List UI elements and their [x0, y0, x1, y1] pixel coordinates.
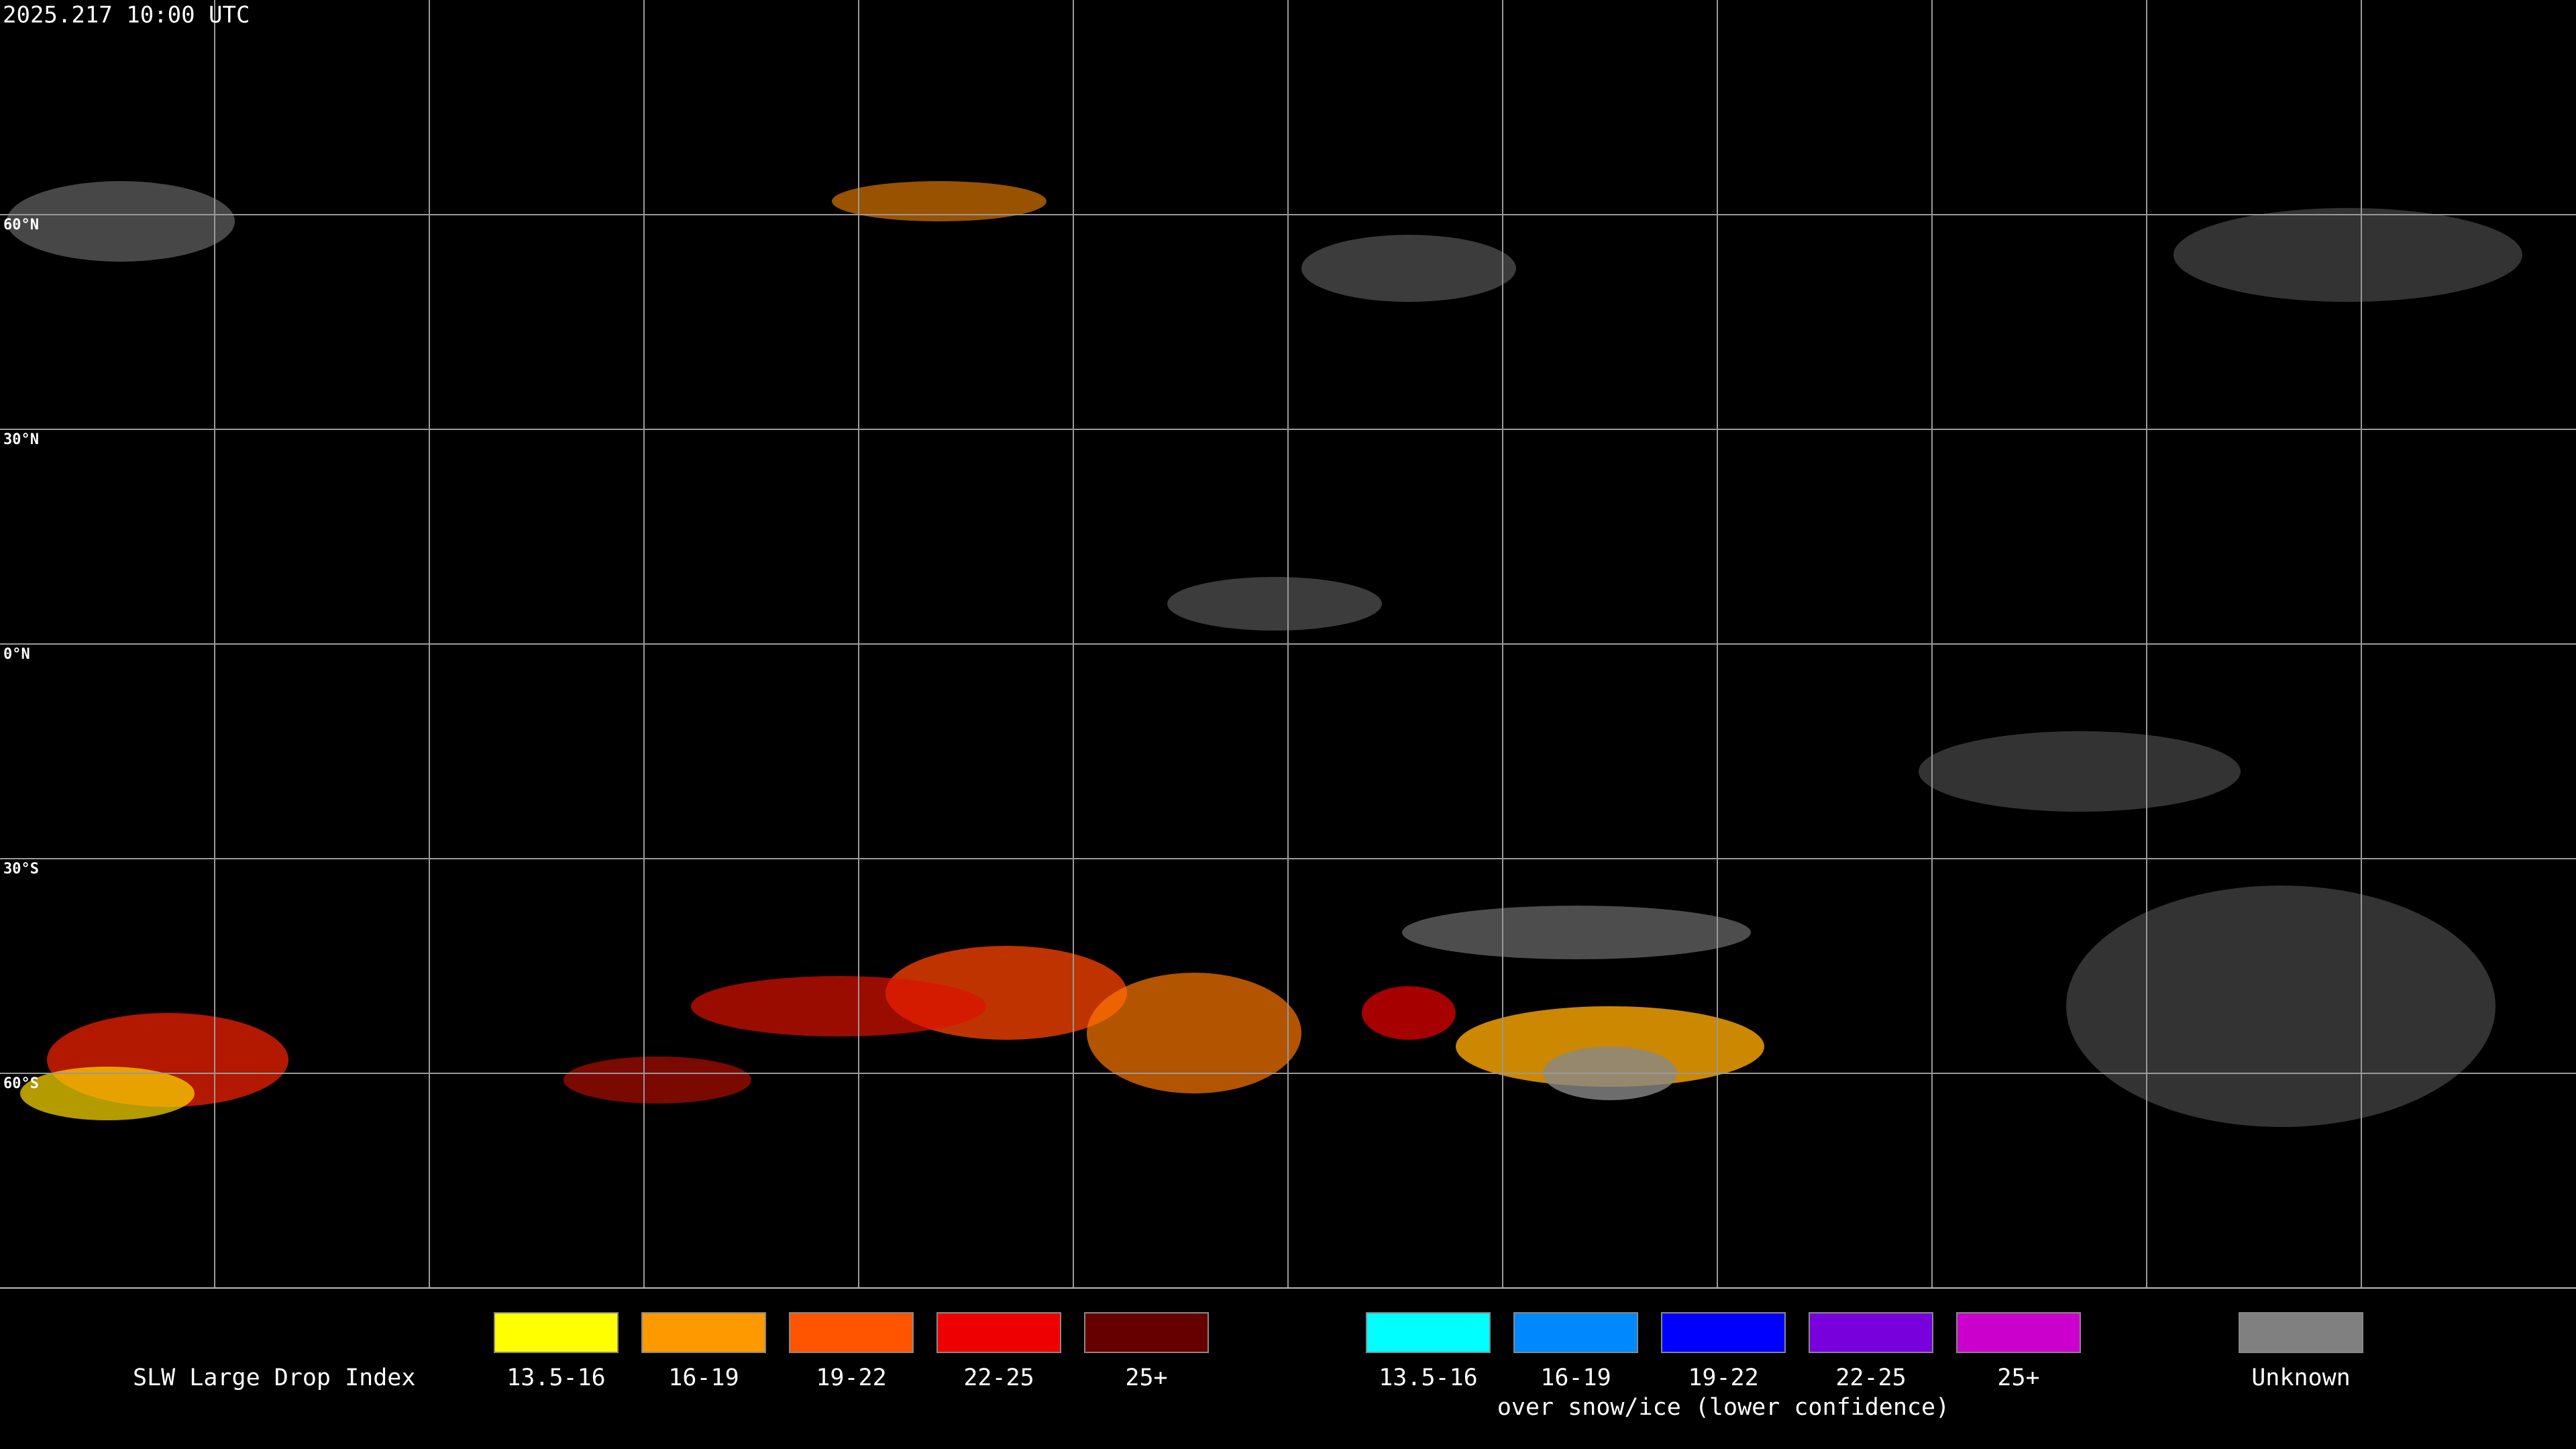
cloud [691, 976, 986, 1036]
legend-label: 25+ [1997, 1364, 2039, 1391]
legend-label: 22-25 [1835, 1364, 1906, 1391]
legend: SLW Large Drop Index 13.5-16 16-19 19-22 22… [133, 1312, 2363, 1421]
legend-swatch [1661, 1312, 1786, 1353]
cloud-field [7, 181, 2522, 1275]
timestamp: 2025.217 10:00 UTC [3, 2, 250, 29]
legend-swatch [2239, 1312, 2363, 1353]
latitude-label: 60°S [3, 1075, 39, 1092]
legend-swatch [1809, 1312, 1933, 1353]
legend-label: 22-25 [963, 1364, 1034, 1391]
legend-label: 16-19 [668, 1364, 739, 1391]
legend-label: 19-22 [816, 1364, 886, 1391]
legend-label: 13.5-16 [506, 1364, 606, 1391]
latitude-label: 30°S [3, 861, 39, 877]
cloud [1301, 235, 1516, 302]
cloud [1402, 906, 1751, 959]
latitude-label: 30°N [3, 431, 39, 448]
legend-label: 13.5-16 [1379, 1364, 1478, 1391]
latitude-label: 0°N [3, 646, 30, 663]
cloud [20, 1067, 195, 1120]
legend-swatch [1366, 1312, 1491, 1353]
cloud [832, 181, 1046, 221]
legend-swatch [494, 1312, 619, 1353]
legend-swatch [1513, 1312, 1638, 1353]
cloud [1087, 973, 1301, 1093]
legend-swatch [789, 1312, 914, 1353]
legend-swatch [641, 1312, 766, 1353]
legend-swatch [1084, 1312, 1209, 1353]
latitude-label: 60°N [3, 217, 39, 233]
graticule [0, 0, 2576, 1288]
legend-caption: over snow/ice (lower confidence) [1497, 1394, 1949, 1421]
cloud [7, 181, 235, 262]
legend-label: 19-22 [1688, 1364, 1758, 1391]
legend-swatch [936, 1312, 1061, 1353]
cloud [1919, 731, 2241, 812]
legend-swatch [1956, 1312, 2081, 1353]
cloud [1362, 986, 1456, 1040]
legend-title: SLW Large Drop Index [133, 1364, 415, 1391]
cloud [1307, 1274, 1309, 1275]
cloud [2066, 885, 2496, 1127]
latitude-labels: 60°N 30°N 0°N 30°S 60°S [3, 217, 39, 1092]
legend-label: Unknown [2251, 1364, 2351, 1391]
legend-label: 16-19 [1540, 1364, 1611, 1391]
cloud [564, 1057, 751, 1104]
legend-label: 25+ [1125, 1364, 1167, 1391]
cloud [2174, 208, 2522, 302]
cloud [1167, 577, 1382, 631]
